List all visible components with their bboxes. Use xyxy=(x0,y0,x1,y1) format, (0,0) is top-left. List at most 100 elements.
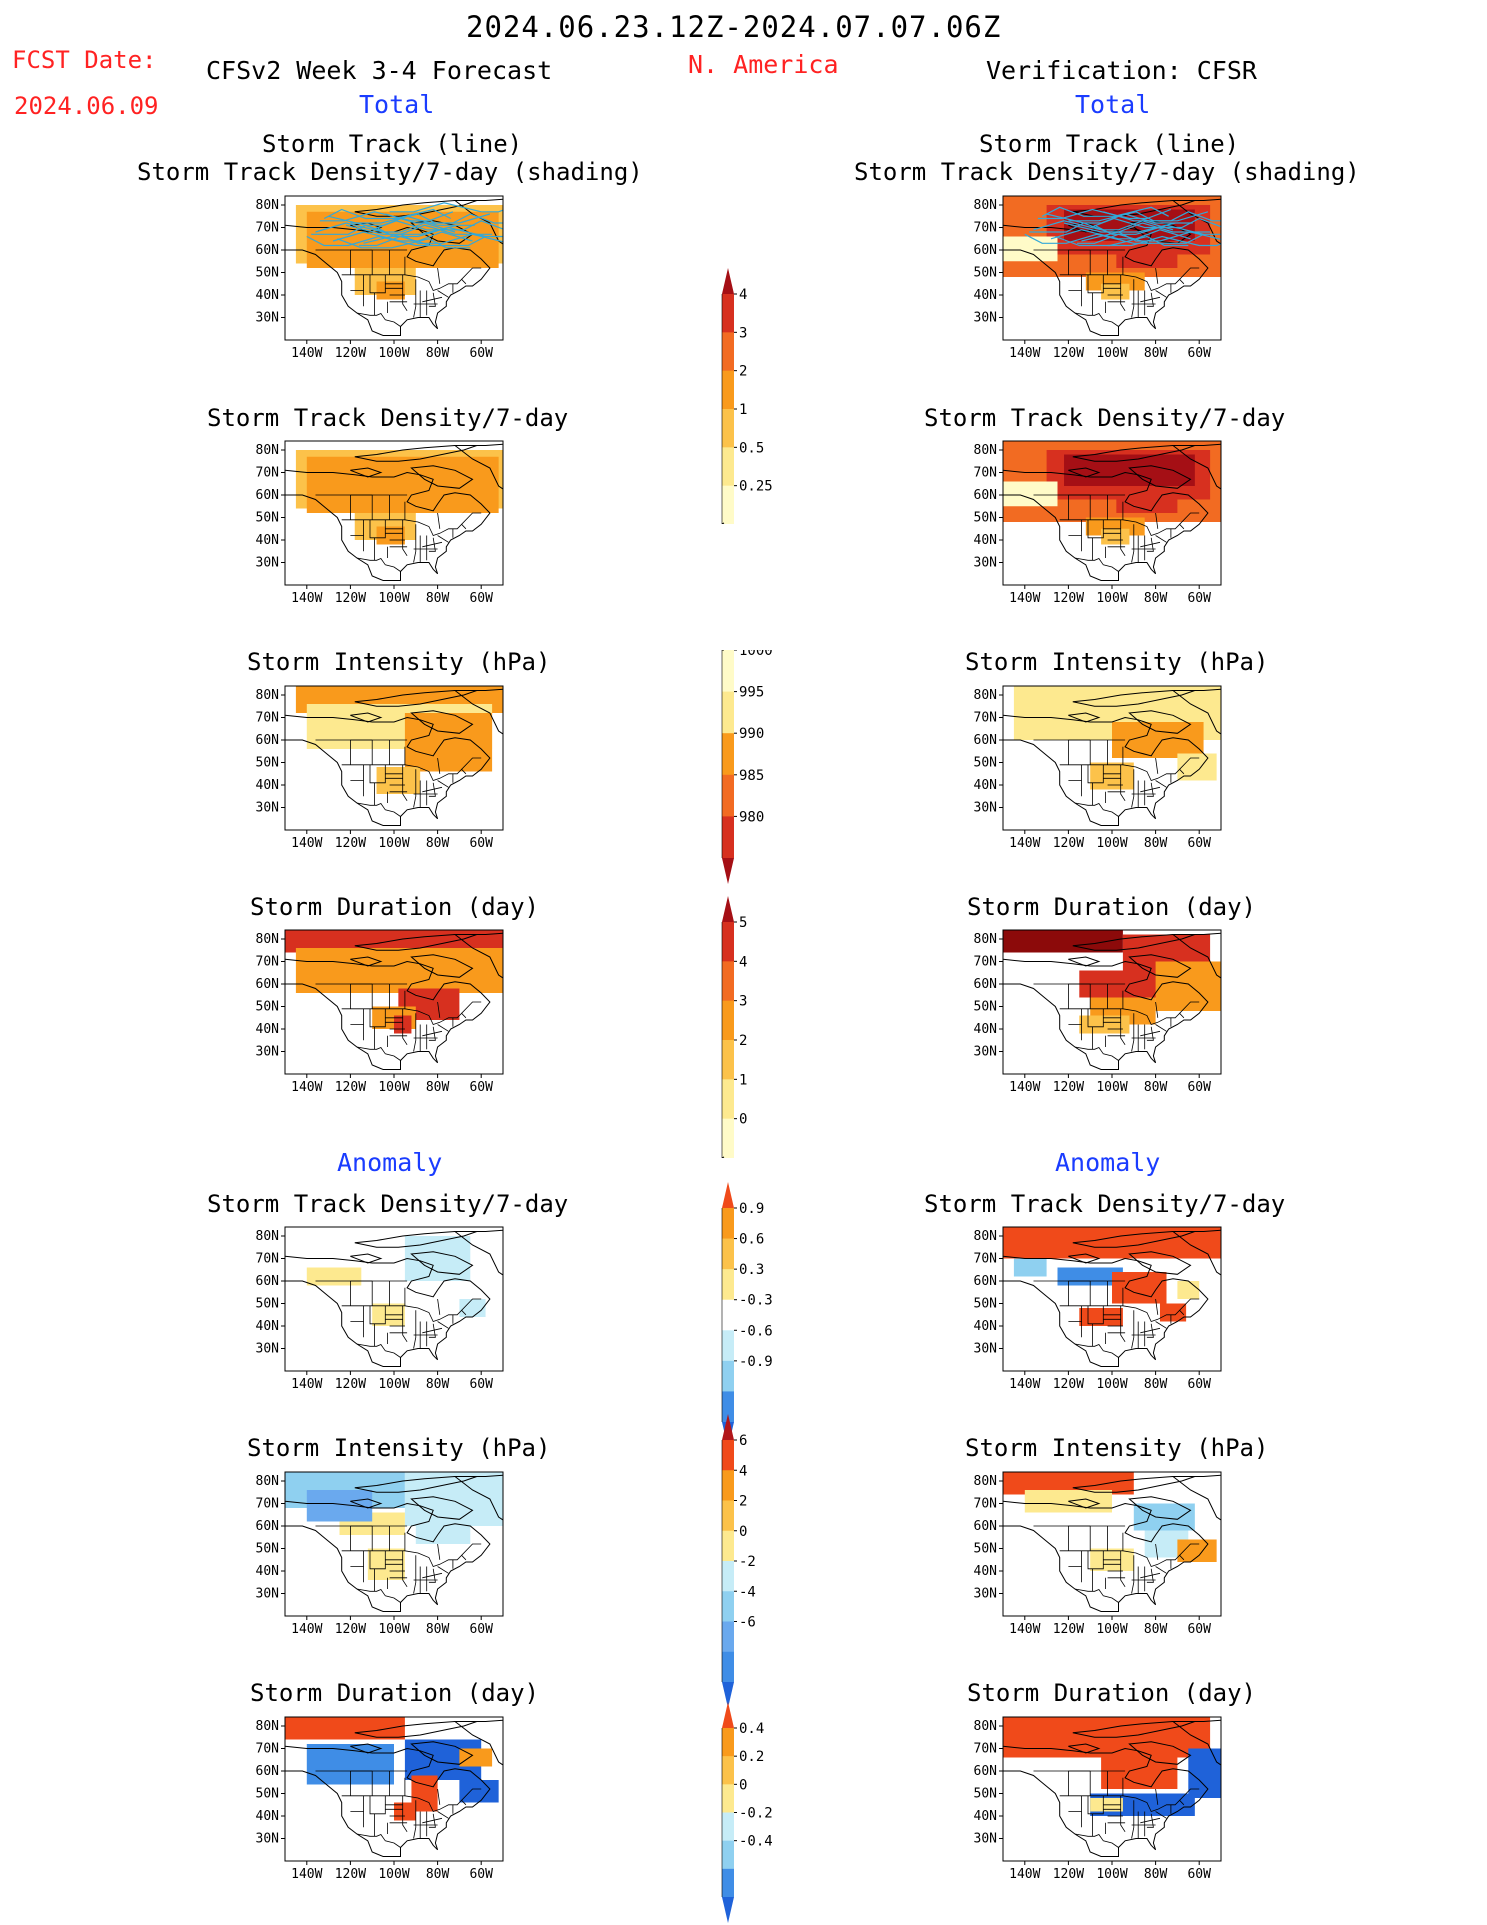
lat-label: 70N xyxy=(256,1252,279,1267)
colorbar-segment xyxy=(722,332,734,372)
coastline xyxy=(1128,710,1192,734)
lat-label: 80N xyxy=(256,932,279,947)
lat-label: 50N xyxy=(974,756,997,771)
border-line xyxy=(341,1305,467,1322)
border-line xyxy=(428,1813,436,1828)
border-line xyxy=(413,1800,417,1839)
lon-label: 100W xyxy=(1096,1622,1127,1637)
colorbar-label: 2 xyxy=(739,1494,747,1510)
storm-track-line xyxy=(306,235,434,247)
lat-label: 80N xyxy=(256,1719,279,1734)
coastline xyxy=(453,1719,503,1766)
shade-cell xyxy=(1155,961,1221,1011)
border-line xyxy=(1155,1543,1159,1560)
lat-label: 50N xyxy=(974,511,997,526)
border-line xyxy=(461,512,482,525)
shade-cell xyxy=(1101,528,1130,545)
lon-label: 60W xyxy=(1187,1622,1211,1637)
border-line xyxy=(1059,1008,1185,1025)
border-line xyxy=(437,1298,441,1315)
border-line xyxy=(428,1323,436,1338)
lon-label: 140W xyxy=(1009,1080,1040,1095)
storm-track-line xyxy=(1077,233,1204,244)
lat-label: 30N xyxy=(974,1832,997,1847)
lat-label: 50N xyxy=(256,511,279,526)
lon-label: 140W xyxy=(1009,1622,1040,1637)
border-line xyxy=(413,769,417,808)
border-line xyxy=(1059,1795,1185,1812)
border-line xyxy=(1120,1550,1126,1588)
colorbar-duration-anom: 0.4 0.2 0 -0.2 -0.4 xyxy=(721,1702,773,1923)
shade-cell xyxy=(1085,517,1145,536)
title-storm-track-shading-right: Storm Track Density/7-day (shading) xyxy=(854,158,1360,186)
border-line xyxy=(341,1550,467,1567)
lat-label: 30N xyxy=(256,1045,279,1060)
storm-track-line xyxy=(1050,229,1191,240)
lat-label: 40N xyxy=(974,288,997,303)
coastline xyxy=(1128,1741,1192,1765)
border-line xyxy=(402,519,408,557)
coastline xyxy=(1171,1719,1221,1766)
lon-label: 100W xyxy=(378,1867,409,1882)
lat-label: 80N xyxy=(974,443,997,458)
lat-label: 60N xyxy=(256,1764,279,1779)
colorbar-label: -4 xyxy=(739,1584,756,1600)
border-line xyxy=(461,1788,482,1801)
storm-track-line xyxy=(311,224,458,235)
border-line xyxy=(422,541,443,548)
lat-label: 60N xyxy=(974,1764,997,1779)
colorbar-label: 4 xyxy=(739,954,747,970)
coastline xyxy=(350,1498,383,1509)
shade-cell xyxy=(376,281,405,300)
shade-cell xyxy=(1188,1748,1221,1798)
border-line xyxy=(1131,1310,1135,1349)
border-line xyxy=(1140,1572,1161,1579)
map-intensity-total-right: 80N 70N 60N 50N 40N 30N 140W 120W 100W 80W 60W xyxy=(974,685,1222,851)
border-line xyxy=(1120,764,1126,802)
colorbar-segment xyxy=(722,1500,734,1532)
colorbar-label: 995 xyxy=(739,685,764,701)
map-density-total-left: 80N 70N 60N 50N 40N 30N 140W 120W 100W 80W 60W xyxy=(256,440,504,606)
border-line xyxy=(1155,1566,1167,1574)
lat-label: 30N xyxy=(974,1587,997,1602)
lat-label: 70N xyxy=(974,711,997,726)
lat-label: 80N xyxy=(256,443,279,458)
title-density-anom-left: Storm Track Density/7-day xyxy=(207,1190,569,1218)
colorbar-label: 2 xyxy=(739,364,747,380)
lon-label: 100W xyxy=(378,591,409,606)
title-duration-anom-right: Storm Duration (day) xyxy=(967,1679,1256,1707)
title-duration-anom-left: Storm Duration (day) xyxy=(250,1679,539,1707)
lat-label: 50N xyxy=(256,1000,279,1015)
colorbar-intensity-total: 1000 995 990 985 980 xyxy=(721,650,773,884)
border-line xyxy=(437,1001,441,1018)
coastline xyxy=(1072,690,1195,707)
lat-label: 40N xyxy=(974,1809,997,1824)
border-line xyxy=(1146,1323,1154,1338)
colorbar-segment xyxy=(722,1440,734,1471)
colorbar-label: -0.6 xyxy=(739,1323,773,1339)
shade-cell xyxy=(285,1717,405,1740)
map-duration-anom-left: 80N 70N 60N 50N 40N 30N 140W 120W 100W 80W 60W xyxy=(256,1716,504,1882)
lat-label: 70N xyxy=(256,221,279,236)
colorbar-label: 4 xyxy=(739,287,747,303)
lon-label: 140W xyxy=(1009,836,1040,851)
coastline xyxy=(1003,1500,1209,1612)
lon-label: 60W xyxy=(1187,591,1211,606)
coastline xyxy=(1068,712,1101,723)
border-line xyxy=(402,764,408,802)
colorbar-segment xyxy=(722,409,734,448)
border-line xyxy=(1131,769,1135,808)
border-line xyxy=(422,1327,443,1334)
border-line xyxy=(461,757,482,770)
lat-label: 80N xyxy=(256,1474,279,1489)
title-storm-track-shading-left: Storm Track Density/7-day (shading) xyxy=(137,158,643,186)
lon-label: 140W xyxy=(291,1622,322,1637)
border-line xyxy=(369,1305,386,1325)
lat-label: 30N xyxy=(974,1342,997,1357)
border-line xyxy=(422,1030,443,1037)
border-line xyxy=(1155,290,1167,298)
lat-label: 60N xyxy=(256,488,279,503)
lon-label: 80W xyxy=(1144,346,1168,361)
colorbar-segment xyxy=(722,1621,734,1653)
border-line xyxy=(1155,1788,1159,1805)
